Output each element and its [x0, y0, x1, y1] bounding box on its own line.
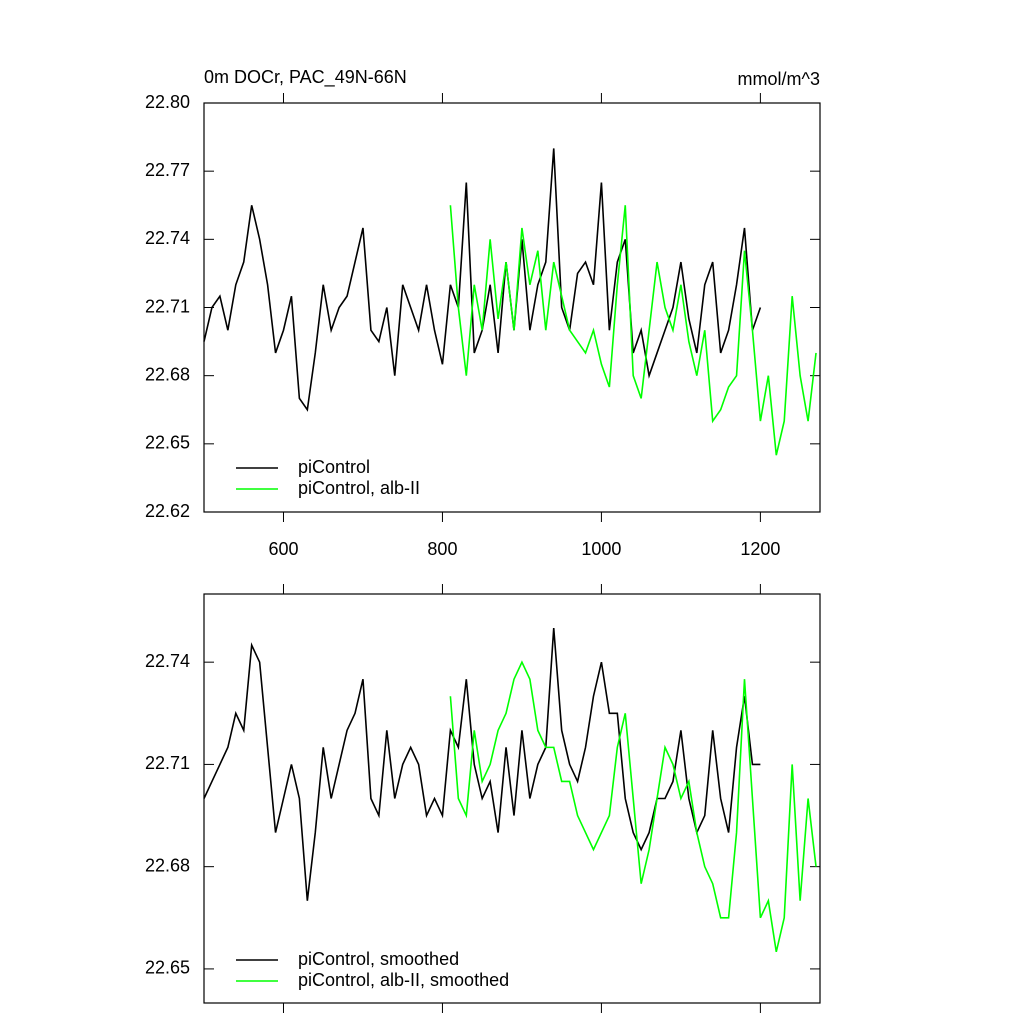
- plot-frame: [203, 593, 821, 1004]
- y-tick-label: 22.62: [145, 501, 190, 521]
- data-line: [449, 205, 817, 456]
- plot-frame: [203, 102, 821, 513]
- y-tick-label: 22.65: [145, 958, 190, 978]
- y-tick-label: 22.65: [145, 433, 190, 453]
- x-tick-label: 800: [427, 539, 457, 559]
- data-line: [203, 628, 761, 901]
- x-tick-label: 600: [268, 539, 298, 559]
- y-tick-label: 22.71: [145, 753, 190, 773]
- y-tick-label: 22.68: [145, 855, 190, 875]
- y-tick-label: 22.74: [145, 651, 190, 671]
- y-tick-label: 22.71: [145, 296, 190, 316]
- legend-label: piControl, alb-II: [298, 478, 420, 498]
- legend-label: piControl: [298, 457, 370, 477]
- y-tick-label: 22.74: [145, 228, 190, 248]
- y-tick-label: 22.68: [145, 364, 190, 384]
- x-tick-label: 1200: [740, 539, 780, 559]
- y-tick-label: 22.77: [145, 160, 190, 180]
- legend-label: piControl, alb-II, smoothed: [298, 970, 509, 990]
- data-line: [449, 660, 817, 953]
- legend-label: piControl, smoothed: [298, 949, 459, 969]
- y-tick-label: 22.80: [145, 92, 190, 112]
- chart-title: 0m DOCr, PAC_49N-66N: [204, 67, 407, 88]
- x-tick-label: 1000: [581, 539, 621, 559]
- unit-label: mmol/m^3: [738, 69, 820, 89]
